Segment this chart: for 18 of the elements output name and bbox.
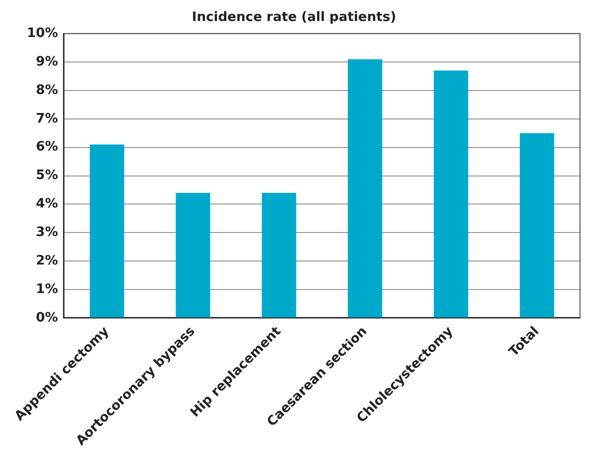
bar — [262, 192, 296, 318]
bar — [434, 70, 468, 318]
bar — [348, 59, 382, 318]
y-tick-label: 1% — [36, 282, 58, 297]
y-tick-label: 5% — [36, 168, 58, 184]
y-tick-label: 9% — [36, 54, 58, 70]
bar — [520, 133, 554, 318]
y-tick-label: 3% — [36, 224, 58, 240]
y-tick-label: 8% — [36, 82, 58, 98]
bar — [176, 192, 210, 318]
y-tick-label: 0% — [36, 310, 58, 326]
chart-title: Incidence rate (all patients) — [192, 10, 396, 26]
bar — [90, 144, 124, 318]
y-tick-label: 6% — [36, 140, 58, 155]
y-tick-label: 7% — [36, 111, 58, 126]
y-tick-label: 4% — [36, 196, 58, 212]
y-tick-label: 10% — [26, 26, 58, 41]
y-tick-label: 2% — [36, 253, 58, 268]
